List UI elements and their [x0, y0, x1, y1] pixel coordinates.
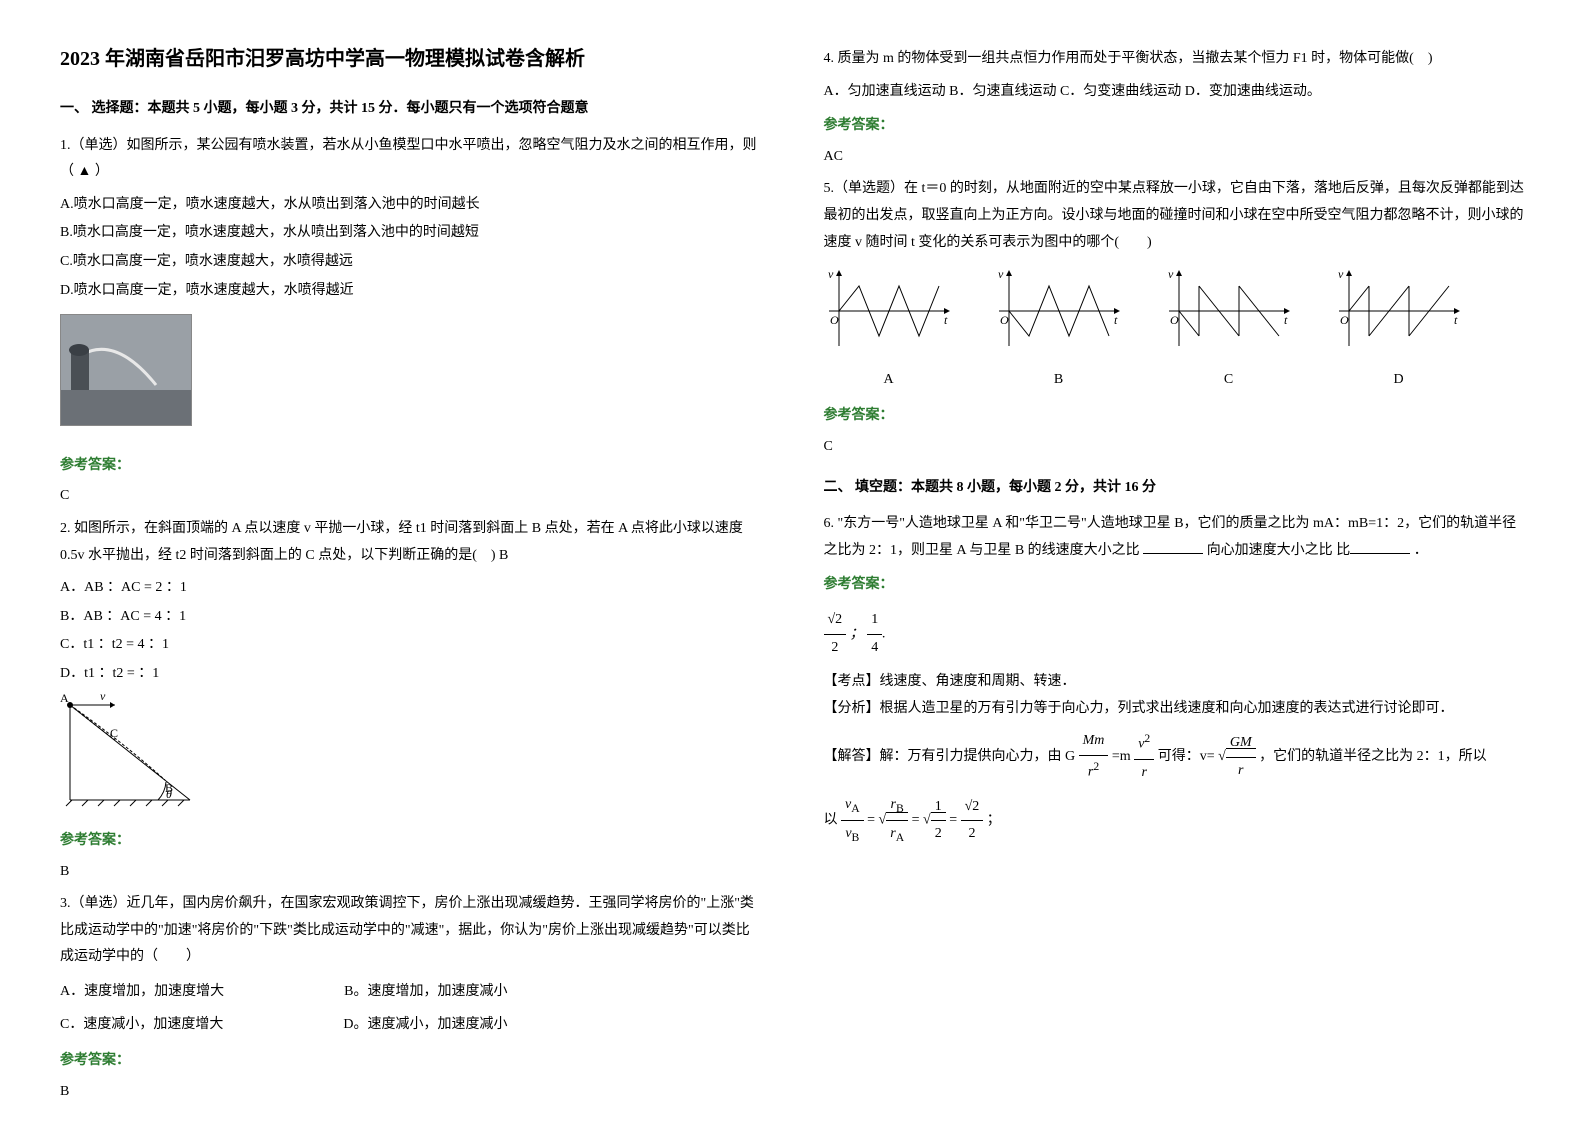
q6-solve-b: =m: [1112, 749, 1131, 764]
q5-graph-c: v O t C: [1164, 266, 1294, 393]
q5-label-d: D: [1334, 367, 1464, 394]
q2-opt-a: A．AB ：AC = 2 ：1: [60, 575, 764, 602]
q6-solve: 【解答】解：万有引力提供向心力，由 G Mmr2 =m v2r 可得：v= √G…: [824, 728, 1528, 786]
q3-opt-d: D。速度减小，加速度减小: [343, 1012, 507, 1039]
q5-graph-b: v O t B: [994, 266, 1124, 393]
q6-stem: 6. "东方一号"人造地球卫星 A 和"华卫二号"人造地球卫星 B，它们的质量之…: [824, 511, 1528, 564]
paper-title: 2023 年湖南省岳阳市汨罗高坊中学高一物理模拟试卷含解析: [60, 40, 764, 78]
q5-graph-a: v O t A: [824, 266, 954, 393]
q4-answer: AC: [824, 144, 1528, 171]
q1-stem: 1.（单选）如图所示，某公园有喷水装置，若水从小鱼模型口中水平喷出，忽略空气阻力…: [60, 133, 764, 186]
q2-opt-c: C．t1 ：t2 = 4 ：1: [60, 632, 764, 659]
q5-label-a: A: [824, 367, 954, 394]
svg-text:v: v: [1338, 267, 1344, 281]
q3-answer: B: [60, 1079, 764, 1106]
svg-text:v: v: [1168, 267, 1174, 281]
q4-opts: A．匀加速直线运动 B．匀速直线运动 C．匀变速曲线运动 D．变加速曲线运动。: [824, 79, 1528, 106]
svg-text:v: v: [998, 267, 1004, 281]
svg-text:A: A: [60, 691, 69, 705]
svg-text:v: v: [828, 267, 834, 281]
answer-label: 参考答案：: [60, 453, 764, 480]
svg-text:t: t: [1284, 313, 1288, 327]
answer-label: 参考答案：: [824, 572, 1528, 599]
q6-tail: ；: [987, 813, 1001, 828]
svg-text:v: v: [100, 690, 106, 703]
answer-label: 参考答案：: [824, 113, 1528, 140]
q6-solve-tail: 以 vAvB = √rBrA = √12 = √22 ；: [824, 792, 1528, 849]
q5-answer: C: [824, 434, 1528, 461]
blank-1: [1143, 539, 1203, 554]
q1-opt-b: B.喷水口高度一定，喷水速度越大，水从喷出到落入池中的时间越短: [60, 220, 764, 247]
q5-label-c: C: [1164, 367, 1294, 394]
q6-solve-a: 【解答】解：万有引力提供向心力，由 G: [824, 749, 1076, 764]
svg-text:θ: θ: [166, 787, 172, 801]
section-1-head: 一、 选择题：本题共 5 小题，每小题 3 分，共计 15 分．每小题只有一个选…: [60, 96, 764, 123]
q5-label-b: B: [994, 367, 1124, 394]
ratio-sep: ；: [850, 626, 864, 641]
q6-solve-d: ，它们的轨道半径之比为 2：1，所以: [1259, 749, 1487, 764]
section-2-head: 二、 填空题：本题共 8 小题，每小题 2 分，共计 16 分: [824, 475, 1528, 502]
answer-label: 参考答案：: [60, 828, 764, 855]
q5-graph-d: v O t D: [1334, 266, 1464, 393]
svg-text:O: O: [1170, 313, 1179, 327]
q2-figure: A v C B θ: [60, 690, 764, 821]
q3-opt-a: A．速度增加，加速度增大: [60, 979, 224, 1006]
svg-text:t: t: [1114, 313, 1118, 327]
q3-opt-b: B。速度增加，加速度减小: [344, 979, 507, 1006]
q5-stem: 5.（单选题）在 t＝0 的时刻，从地面附近的空中某点释放一小球，它自由下落，落…: [824, 176, 1528, 256]
q2-stem: 2. 如图所示，在斜面顶端的 A 点以速度 v 平抛一小球，经 t1 时间落到斜…: [60, 516, 764, 569]
q3-opt-c: C．速度减小，加速度增大: [60, 1012, 223, 1039]
answer-label: 参考答案：: [824, 403, 1528, 430]
svg-text:O: O: [830, 313, 839, 327]
answer-label: 参考答案：: [60, 1048, 764, 1075]
svg-text:O: O: [1340, 313, 1349, 327]
svg-text:O: O: [1000, 313, 1009, 327]
q1-answer: C: [60, 483, 764, 510]
q1-opt-c: C.喷水口高度一定，喷水速度越大，水喷得越远: [60, 249, 764, 276]
q6-solve-c: 可得：v=: [1158, 749, 1215, 764]
q1-figure: [60, 306, 764, 445]
q6-stem-b: 向心加速度大小之比: [1207, 543, 1333, 558]
q3-stem: 3.（单选）近几年，国内房价飙升，在国家宏观政策调控下，房价上涨出现减缓趋势．王…: [60, 891, 764, 971]
q6-stem-bi: 比: [1336, 543, 1350, 558]
q5-figure-row: v O t A v O t B: [824, 266, 1528, 393]
svg-text:t: t: [944, 313, 948, 327]
q4-stem: 4. 质量为 m 的物体受到一组共点恒力作用而处于平衡状态，当撤去某个恒力 F1…: [824, 46, 1528, 73]
q6-topic: 【考点】线速度、角速度和周期、转速．: [824, 669, 1528, 696]
q1-opt-a: A.喷水口高度一定，喷水速度越大，水从喷出到落入池中的时间越长: [60, 192, 764, 219]
q6-answer-ratio: √22 ； 14.: [824, 607, 1528, 661]
q6-yi: 以: [824, 813, 838, 828]
svg-text:C: C: [110, 726, 118, 740]
left-column: 2023 年湖南省岳阳市汨罗高坊中学高一物理模拟试卷含解析 一、 选择题：本题共…: [60, 40, 764, 1105]
q2-opt-d: D．t1 ：t2 = ：1: [60, 661, 764, 688]
blank-2: [1350, 539, 1410, 554]
right-column: 4. 质量为 m 的物体受到一组共点恒力作用而处于平衡状态，当撤去某个恒力 F1…: [824, 40, 1528, 1105]
q2-answer: B: [60, 859, 764, 886]
q6-stem-c: ．: [1414, 543, 1428, 558]
q6-analysis: 【分析】根据人造卫星的万有引力等于向心力，列式求出线速度和向心加速度的表达式进行…: [824, 696, 1528, 723]
svg-text:t: t: [1454, 313, 1458, 327]
q1-opt-d: D.喷水口高度一定，喷水速度越大，水喷得越近: [60, 278, 764, 305]
q2-opt-b: B．AB ：AC = 4 ：1: [60, 604, 764, 631]
